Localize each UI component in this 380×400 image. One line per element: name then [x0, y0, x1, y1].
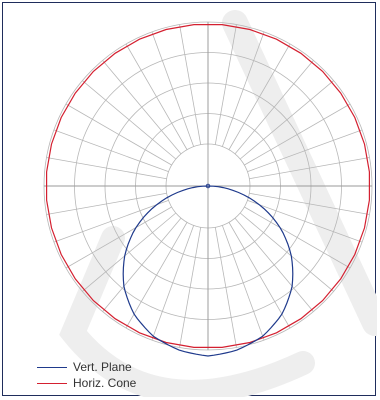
grid-spoke	[244, 103, 351, 166]
legend-swatch-horiz-cone	[37, 382, 67, 384]
grid-spoke	[46, 157, 167, 180]
grid-spoke	[239, 80, 334, 160]
chart-frame: Vert. Plane Horiz. Cone	[2, 2, 377, 397]
grid-spoke	[214, 227, 237, 348]
grid-spoke	[102, 217, 182, 312]
grid-spoke	[53, 129, 169, 173]
grid-spoke	[151, 31, 195, 147]
grid-spoke	[65, 206, 172, 269]
legend-label: Vert. Plane	[73, 360, 132, 374]
grid-spoke	[65, 103, 172, 166]
grid-spoke	[221, 225, 265, 341]
grid-spoke	[53, 199, 169, 243]
grid-spoke	[247, 199, 363, 243]
grid-spoke	[228, 222, 291, 329]
grid-spoke	[244, 206, 351, 269]
legend-label: Horiz. Cone	[73, 376, 137, 390]
grid-spoke	[234, 60, 314, 155]
grid-spoke	[151, 225, 195, 341]
legend-swatch-vert-plane	[37, 366, 67, 368]
grid-spoke	[249, 192, 370, 215]
grid-spoke	[102, 60, 182, 155]
watermark-stroke	[222, 10, 377, 336]
grid-spoke	[179, 227, 202, 348]
grid-spoke	[247, 129, 363, 173]
series-layer	[45, 24, 370, 357]
polar-chart	[43, 10, 377, 397]
grid-spoke	[221, 31, 265, 147]
series-origin-marker	[205, 183, 211, 189]
grid-spoke	[125, 43, 188, 150]
grid-spoke	[234, 217, 314, 312]
legend-item-vert-plane: Vert. Plane	[37, 359, 132, 375]
grid-spoke	[239, 212, 334, 292]
series-horiz-cone	[45, 24, 370, 348]
legend-item-horiz-cone: Horiz. Cone	[37, 375, 136, 391]
grid-spoke	[46, 192, 167, 215]
watermark-stroke	[59, 226, 315, 397]
watermark	[59, 10, 377, 397]
grid-spoke	[249, 157, 370, 180]
grid-spokes	[44, 22, 372, 350]
grid-spoke	[179, 24, 202, 145]
grid-spoke	[228, 43, 291, 150]
grid-spoke	[125, 222, 188, 329]
grid-spoke	[82, 80, 177, 160]
series-vert-plane	[122, 185, 294, 357]
grid-spoke	[214, 24, 237, 145]
grid-spoke	[82, 212, 177, 292]
